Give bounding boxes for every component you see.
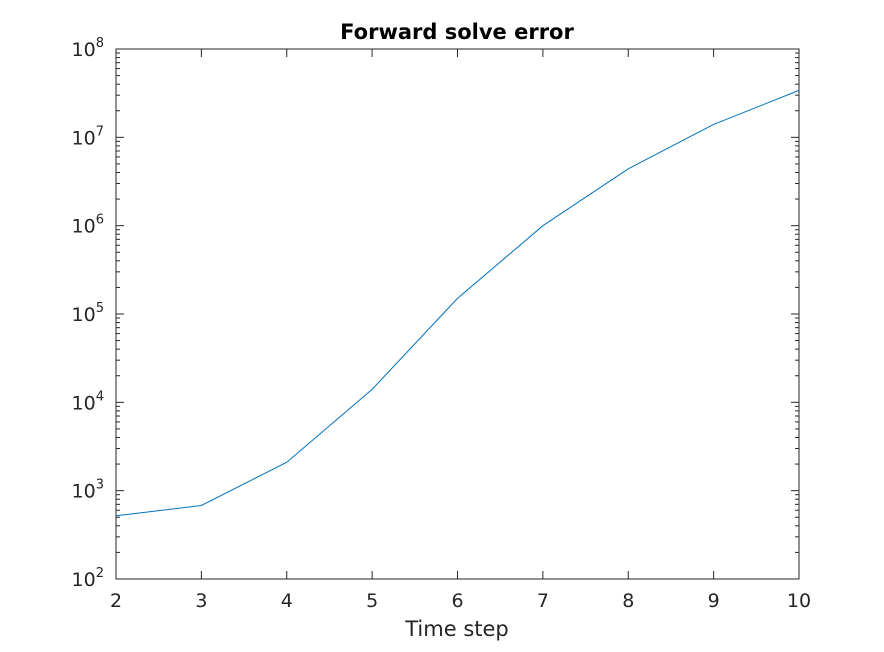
x-tick-label: 7 (537, 590, 549, 612)
x-tick-label: 10 (787, 590, 811, 612)
y-tick-label: 108 (72, 36, 104, 61)
plot-area (115, 48, 800, 580)
series-layer (115, 89, 800, 517)
x-tick-label: 3 (195, 590, 207, 612)
y-tick-label: 102 (72, 566, 104, 591)
x-tick-label: 4 (281, 590, 293, 612)
y-tick-labels: 102 103 104 105 106 107 108 (72, 36, 104, 591)
x-tick-label: 8 (622, 590, 634, 612)
tick-marks (115, 48, 800, 580)
x-tick-label: 6 (451, 590, 463, 612)
y-tick-label: 107 (72, 124, 104, 149)
x-tick-label: 9 (708, 590, 720, 612)
x-tick-label: 2 (110, 590, 122, 612)
y-tick-label: 104 (72, 389, 104, 414)
y-tick-label: 105 (72, 301, 104, 326)
x-tick-label: 5 (366, 590, 378, 612)
x-axis-label: Time step (404, 617, 509, 641)
y-tick-label: 103 (72, 478, 104, 503)
chart-title: Forward solve error (340, 20, 574, 44)
series-line (115, 89, 800, 517)
y-tick-label: 106 (72, 213, 104, 238)
x-tick-labels: 2 3 4 5 6 7 8 9 10 (110, 590, 811, 612)
